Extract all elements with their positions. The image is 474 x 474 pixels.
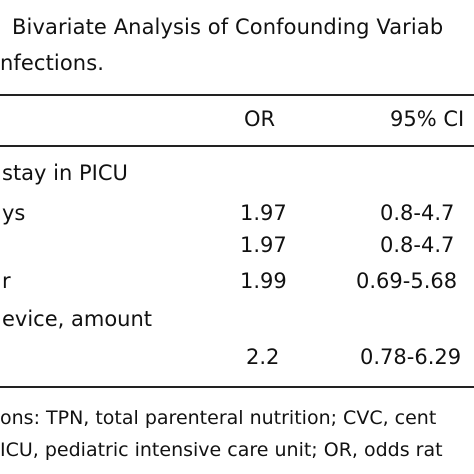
footnote-line-2: ICU, pediatric intensive care unit; OR, … bbox=[0, 439, 443, 461]
table-header-rule bbox=[0, 145, 474, 147]
row-label: stay in PICU bbox=[2, 161, 128, 185]
header-ci: 95% CI bbox=[390, 107, 465, 131]
row-label: ys bbox=[2, 201, 26, 225]
table-caption-line-2: nfections. bbox=[0, 51, 105, 75]
row-ci-value: 0.8-4.7 bbox=[380, 201, 455, 225]
table-bottom-rule bbox=[0, 386, 474, 388]
row-or-value: 1.97 bbox=[240, 233, 287, 257]
footnote-line-1: ons: TPN, total parenteral nutrition; CV… bbox=[0, 407, 437, 429]
row-or-value: 1.97 bbox=[240, 201, 287, 225]
table-caption-line-1: Bivariate Analysis of Confounding Variab bbox=[12, 15, 444, 39]
row-label: evice, amount bbox=[2, 307, 153, 331]
row-ci-value: 0.8-4.7 bbox=[380, 233, 455, 257]
row-or-value: 2.2 bbox=[246, 345, 280, 369]
header-or: OR bbox=[244, 107, 276, 131]
row-or-value: 1.99 bbox=[240, 269, 287, 293]
row-label: r bbox=[2, 269, 11, 293]
row-ci-value: 0.78-6.29 bbox=[360, 345, 462, 369]
table-top-rule bbox=[0, 94, 474, 96]
row-ci-value: 0.69-5.68 bbox=[356, 269, 458, 293]
